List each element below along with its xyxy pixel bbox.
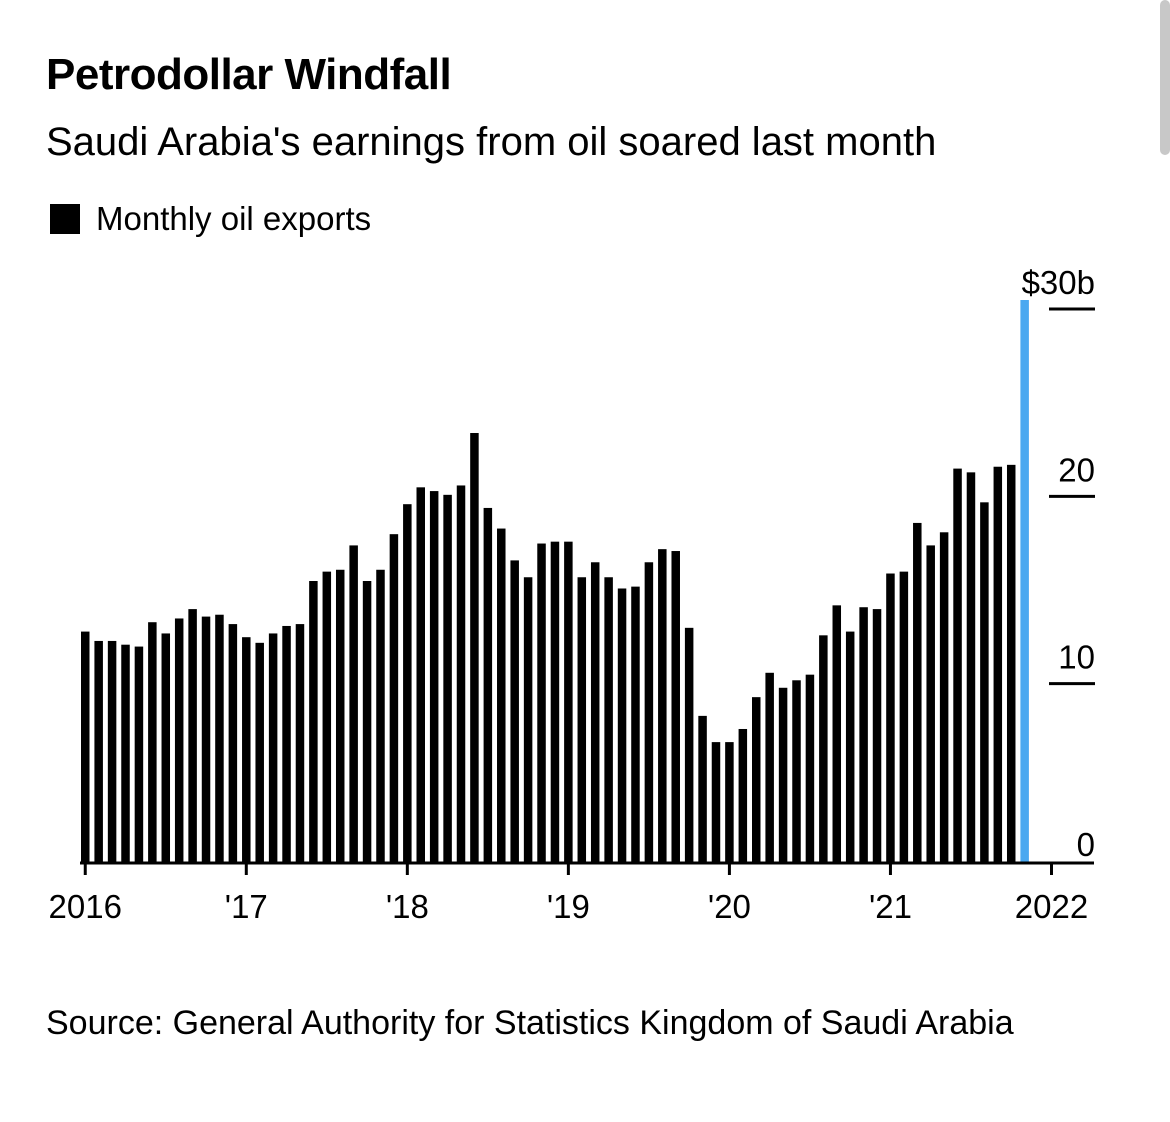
bar <box>201 616 211 862</box>
bar-highlight <box>1020 300 1029 862</box>
bar <box>161 633 171 862</box>
bar <box>282 625 291 862</box>
bar <box>859 607 868 862</box>
bar <box>94 640 103 862</box>
bar <box>899 571 909 862</box>
bar-chart: 0 10 20 $30b 2016 '17 '18 '19 '20 '21 2022 <box>49 264 1095 925</box>
bar <box>738 728 748 862</box>
bar <box>550 541 560 862</box>
bar <box>335 569 345 862</box>
bar <box>845 631 855 862</box>
bar <box>564 541 573 862</box>
x-tick-label: 2022 <box>1015 888 1088 925</box>
x-tick-label: '19 <box>547 888 590 925</box>
bar <box>255 642 264 862</box>
bar <box>1006 464 1016 862</box>
bar <box>456 485 466 862</box>
bar <box>644 562 654 862</box>
bar <box>242 637 251 862</box>
bar <box>228 624 238 862</box>
legend-label: Monthly oil exports <box>96 200 372 237</box>
x-tick-label: '17 <box>225 888 268 925</box>
bar <box>805 674 815 862</box>
bar <box>993 466 1003 862</box>
bar <box>953 468 962 862</box>
x-tick-label: '21 <box>869 888 912 925</box>
bar <box>698 715 707 862</box>
bar <box>389 534 399 862</box>
bar <box>81 631 90 862</box>
bar <box>792 680 801 862</box>
bar <box>362 581 372 862</box>
x-tick-label: '20 <box>708 888 751 925</box>
bar <box>684 627 694 862</box>
bar <box>765 672 774 862</box>
bar <box>403 504 412 862</box>
bar <box>295 624 305 862</box>
legend: Monthly oil exports <box>50 200 371 238</box>
bar <box>819 635 828 862</box>
scrollbar[interactable] <box>1160 0 1170 155</box>
y-tick-label: 20 <box>1058 451 1095 488</box>
bar <box>913 522 922 862</box>
bar <box>966 472 976 862</box>
bar <box>711 742 721 862</box>
bar <box>107 640 117 862</box>
bar <box>483 507 493 862</box>
bar <box>778 687 788 862</box>
bar <box>121 644 130 862</box>
bar <box>349 545 358 862</box>
bar <box>617 588 627 862</box>
bar <box>134 646 144 862</box>
bar <box>268 633 278 862</box>
bar <box>886 573 895 862</box>
bar <box>926 545 935 862</box>
bar <box>590 562 600 862</box>
bar <box>872 609 882 862</box>
legend-swatch <box>50 204 80 234</box>
chart-subtitle: Saudi Arabia's earnings from oil soared … <box>46 120 937 164</box>
bar <box>980 502 989 862</box>
bar <box>832 605 842 862</box>
bar <box>148 622 157 862</box>
bar <box>725 742 734 862</box>
bar <box>174 618 184 862</box>
bar <box>577 577 587 862</box>
chart-title: Petrodollar Windfall <box>46 50 452 99</box>
bar <box>309 581 318 862</box>
bar <box>215 614 224 862</box>
bar <box>322 571 332 862</box>
bar <box>523 577 533 862</box>
source-note: Source: General Authority for Statistics… <box>46 1004 1014 1042</box>
bar <box>658 549 667 862</box>
bar <box>429 491 439 862</box>
bar <box>497 528 506 862</box>
bar <box>510 560 519 862</box>
bar <box>537 543 546 862</box>
bar <box>604 577 613 862</box>
bar <box>470 433 479 862</box>
bar <box>939 532 949 862</box>
y-tick-label: 10 <box>1058 639 1095 676</box>
x-tick-label: '18 <box>386 888 429 925</box>
bar <box>416 487 425 862</box>
bar <box>631 586 640 862</box>
y-tick-label: 0 <box>1077 826 1095 863</box>
bar <box>443 494 452 862</box>
bar <box>188 609 197 862</box>
y-tick-label: $30b <box>1022 264 1095 301</box>
bar <box>752 697 761 862</box>
bar <box>376 569 385 862</box>
x-tick-label: 2016 <box>49 888 122 925</box>
bar <box>671 551 680 862</box>
